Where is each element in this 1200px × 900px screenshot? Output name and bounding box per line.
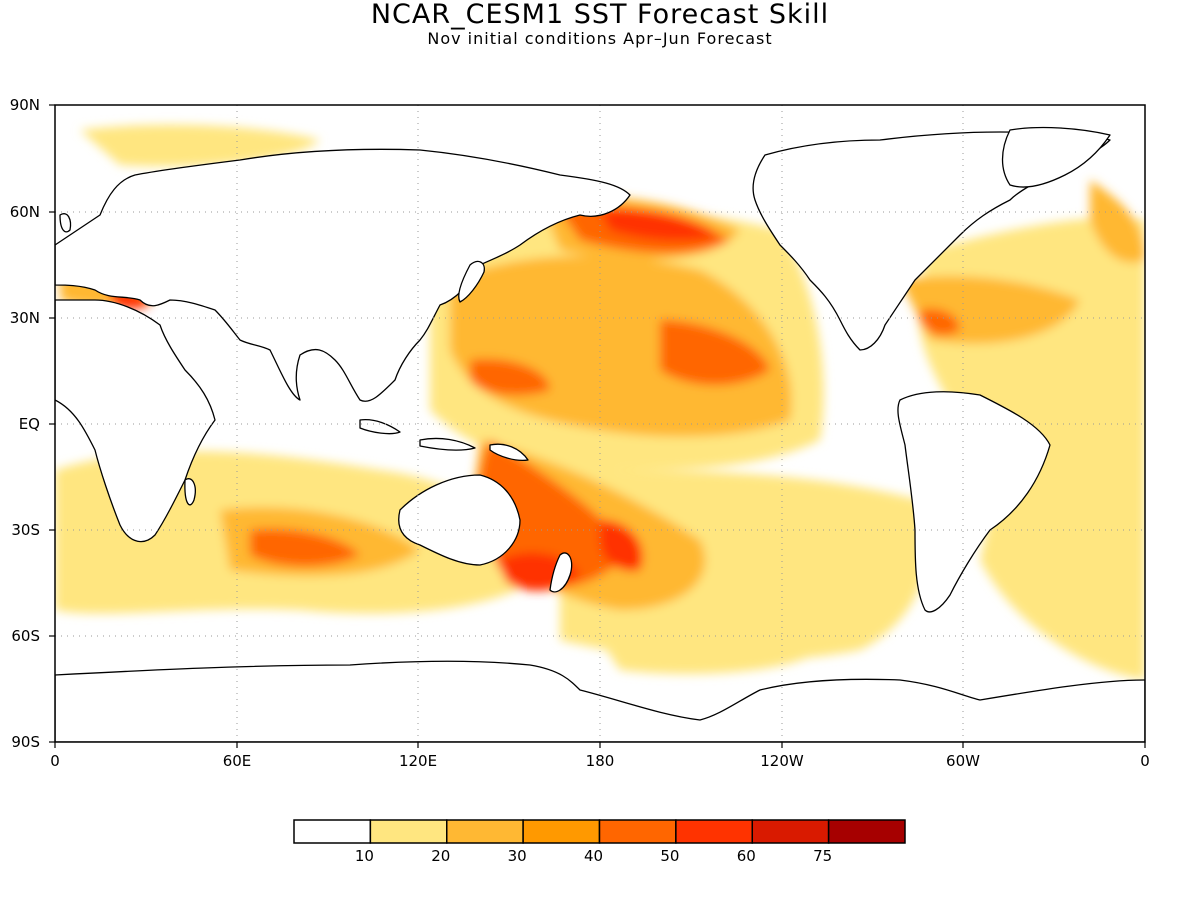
lat-labels: 90N 60N 30N EQ 30S 60S 90S [10,96,40,751]
colorbar-tick-label: 40 [584,847,603,865]
lat-label: 30N [10,309,40,327]
colorbar: 10 20 30 40 50 60 75 [293,819,906,865]
lat-label: 90S [11,733,40,751]
lon-label: 0 [50,752,60,770]
colorbar-tick-label: 30 [508,847,527,865]
colorbar-tick-label: 50 [660,847,679,865]
colorbar-tick-label: 75 [813,847,832,865]
lon-labels: 0 60E 120E 180 120W 60W 0 [50,752,1150,770]
colorbar-swatch [446,819,524,844]
colorbar-swatch [522,819,601,844]
lat-label: EQ [19,415,40,433]
colorbar-tick-label: 60 [737,847,756,865]
tick-marks [49,104,1146,748]
skill-shading [55,124,1145,680]
lat-label: 60N [10,203,40,221]
map-title: NCAR_CESM1 SST Forecast Skill [370,0,830,30]
lon-label: 120E [399,752,437,770]
colorbar-swatch [827,819,906,844]
colorbar-swatch [369,819,448,844]
australia-outline [398,474,521,566]
lon-label: 120W [760,752,804,770]
lon-label: 60W [946,752,980,770]
lon-label: 180 [586,752,615,770]
colorbar-swatch [751,819,830,844]
graticule [55,105,1145,742]
africa-outline [55,299,216,543]
lon-label: 0 [1140,752,1150,770]
south-america-outline [897,391,1051,613]
lat-label: 90N [10,96,40,114]
colorbar-tick-label: 20 [431,847,450,865]
continent-outlines [55,126,1145,742]
colorbar-swatch [675,819,753,844]
lon-label: 60E [223,752,252,770]
antarctica-outline [55,660,1145,742]
colorbar-tick-label: 10 [355,847,374,865]
colorbar-swatch [598,819,677,844]
lat-label: 60S [11,627,40,645]
colorbar-swatch [293,819,372,844]
map-subtitle: Nov initial conditions Apr–Jun Forecast [427,29,773,48]
lat-label: 30S [11,521,40,539]
eurasia-outline [55,148,631,402]
greenland-outline [1001,126,1111,188]
